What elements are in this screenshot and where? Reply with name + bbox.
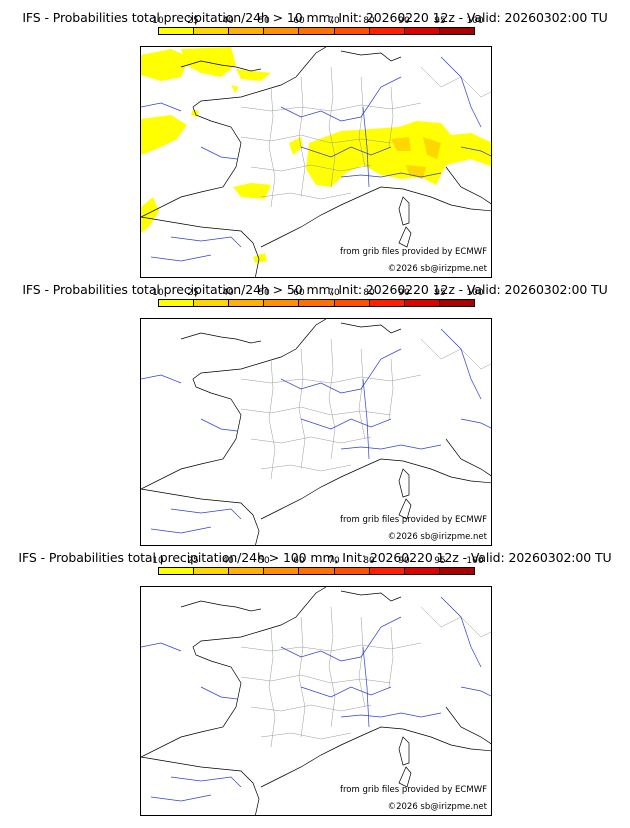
map-svg <box>141 319 491 545</box>
colorbar-tick: 70 <box>328 288 340 298</box>
rivers <box>141 596 491 802</box>
rivers <box>141 328 491 534</box>
map-panel-50mm: IFS - Probabilities total precipitation/… <box>0 272 630 548</box>
colorbar-tick: 25 <box>187 16 199 26</box>
coastlines <box>141 47 491 277</box>
panel-title: IFS - Probabilities total precipitation/… <box>22 10 608 25</box>
credit-copyright: ©2026 sb@irizpme.net <box>387 532 487 542</box>
colorbar-segment <box>369 300 405 306</box>
map-svg <box>141 47 491 277</box>
credit-copyright: ©2026 sb@irizpme.net <box>387 802 487 812</box>
credit-copyright: ©2026 sb@irizpme.net <box>387 264 487 274</box>
colorbar-segment <box>264 300 300 306</box>
credit-source: from grib files provided by ECMWF <box>340 247 487 257</box>
credit-source: from grib files provided by ECMWF <box>340 515 487 525</box>
colorbar-segment <box>334 28 370 34</box>
colorbar-segment <box>229 568 265 574</box>
colorbar-tick: 80 <box>363 288 375 298</box>
colorbar-tick: 95 <box>434 288 446 298</box>
colorbar-segment <box>299 568 335 574</box>
colorbar-tick: 50 <box>258 288 270 298</box>
admin-boundaries <box>240 606 491 748</box>
colorbar <box>158 299 475 307</box>
admin-boundaries <box>240 338 491 480</box>
colorbar-segment <box>299 28 335 34</box>
colorbar-segment <box>159 568 195 574</box>
colorbar-tick-labels: 10 25 40 50 60 70 80 90 95 100 <box>140 288 490 299</box>
colorbar-segment <box>369 568 405 574</box>
colorbar-segment <box>159 28 195 34</box>
colorbar-tick: 50 <box>258 556 270 566</box>
map-france-10mm: from grib files provided by ECMWF ©2026 … <box>140 46 492 278</box>
map-panel-100mm: IFS - Probabilities total precipitation/… <box>0 540 630 828</box>
colorbar-tick: 70 <box>328 16 340 26</box>
credit-source: from grib files provided by ECMWF <box>340 785 487 795</box>
colorbar-segment <box>404 568 440 574</box>
colorbar-tick: 90 <box>398 556 410 566</box>
colorbar-tick: 70 <box>328 556 340 566</box>
colorbar-tick: 10 <box>152 288 164 298</box>
colorbar-segment <box>334 300 370 306</box>
colorbar-tick-labels: 10 25 40 50 60 70 80 90 95 100 <box>140 556 490 567</box>
colorbar-tick: 90 <box>398 16 410 26</box>
colorbar-segment <box>194 300 230 306</box>
colorbar-segment <box>299 300 335 306</box>
colorbar-segment <box>194 28 230 34</box>
colorbar-tick: 80 <box>363 16 375 26</box>
colorbar-tick: 10 <box>152 556 164 566</box>
colorbar-tick: 60 <box>293 556 305 566</box>
colorbar-tick: 60 <box>293 288 305 298</box>
colorbar-segment <box>229 28 265 34</box>
colorbar-segment <box>264 568 300 574</box>
colorbar-tick: 60 <box>293 16 305 26</box>
colorbar-tick: 100 <box>466 288 484 298</box>
colorbar-tick-labels: 10 25 40 50 60 70 80 90 95 100 <box>140 16 490 27</box>
map-france-100mm: from grib files provided by ECMWF ©2026 … <box>140 586 492 816</box>
rivers <box>141 56 491 262</box>
colorbar-segment <box>404 300 440 306</box>
colorbar-tick: 50 <box>258 16 270 26</box>
colorbar-segment <box>439 300 474 306</box>
colorbar-segment <box>264 28 300 34</box>
colorbar-tick: 40 <box>222 16 234 26</box>
colorbar-tick: 100 <box>466 556 484 566</box>
colorbar-tick: 80 <box>363 556 375 566</box>
map-svg <box>141 587 491 815</box>
panel-title: IFS - Probabilities total precipitation/… <box>22 282 608 297</box>
colorbar-tick: 95 <box>434 556 446 566</box>
colorbar-tick: 90 <box>398 288 410 298</box>
colorbar-segment <box>159 300 195 306</box>
colorbar-segment <box>439 568 474 574</box>
map-panel-10mm: IFS - Probabilities total precipitation/… <box>0 0 630 278</box>
coastlines <box>141 319 491 545</box>
precip-areas <box>141 47 491 263</box>
colorbar-segment <box>439 28 474 34</box>
colorbar-segment <box>334 568 370 574</box>
admin-boundaries <box>240 66 491 208</box>
map-france-50mm: from grib files provided by ECMWF ©2026 … <box>140 318 492 546</box>
colorbar-tick: 25 <box>187 288 199 298</box>
colorbar-segment <box>229 300 265 306</box>
colorbar-tick: 40 <box>222 556 234 566</box>
colorbar-segment <box>194 568 230 574</box>
colorbar-tick: 25 <box>187 556 199 566</box>
panel-title: IFS - Probabilities total precipitation/… <box>18 550 612 565</box>
coastlines <box>141 587 491 815</box>
colorbar-segment <box>369 28 405 34</box>
colorbar-tick: 10 <box>152 16 164 26</box>
colorbar <box>158 567 475 575</box>
colorbar-tick: 100 <box>466 16 484 26</box>
colorbar-tick: 40 <box>222 288 234 298</box>
colorbar-tick: 95 <box>434 16 446 26</box>
colorbar <box>158 27 475 35</box>
colorbar-segment <box>404 28 440 34</box>
